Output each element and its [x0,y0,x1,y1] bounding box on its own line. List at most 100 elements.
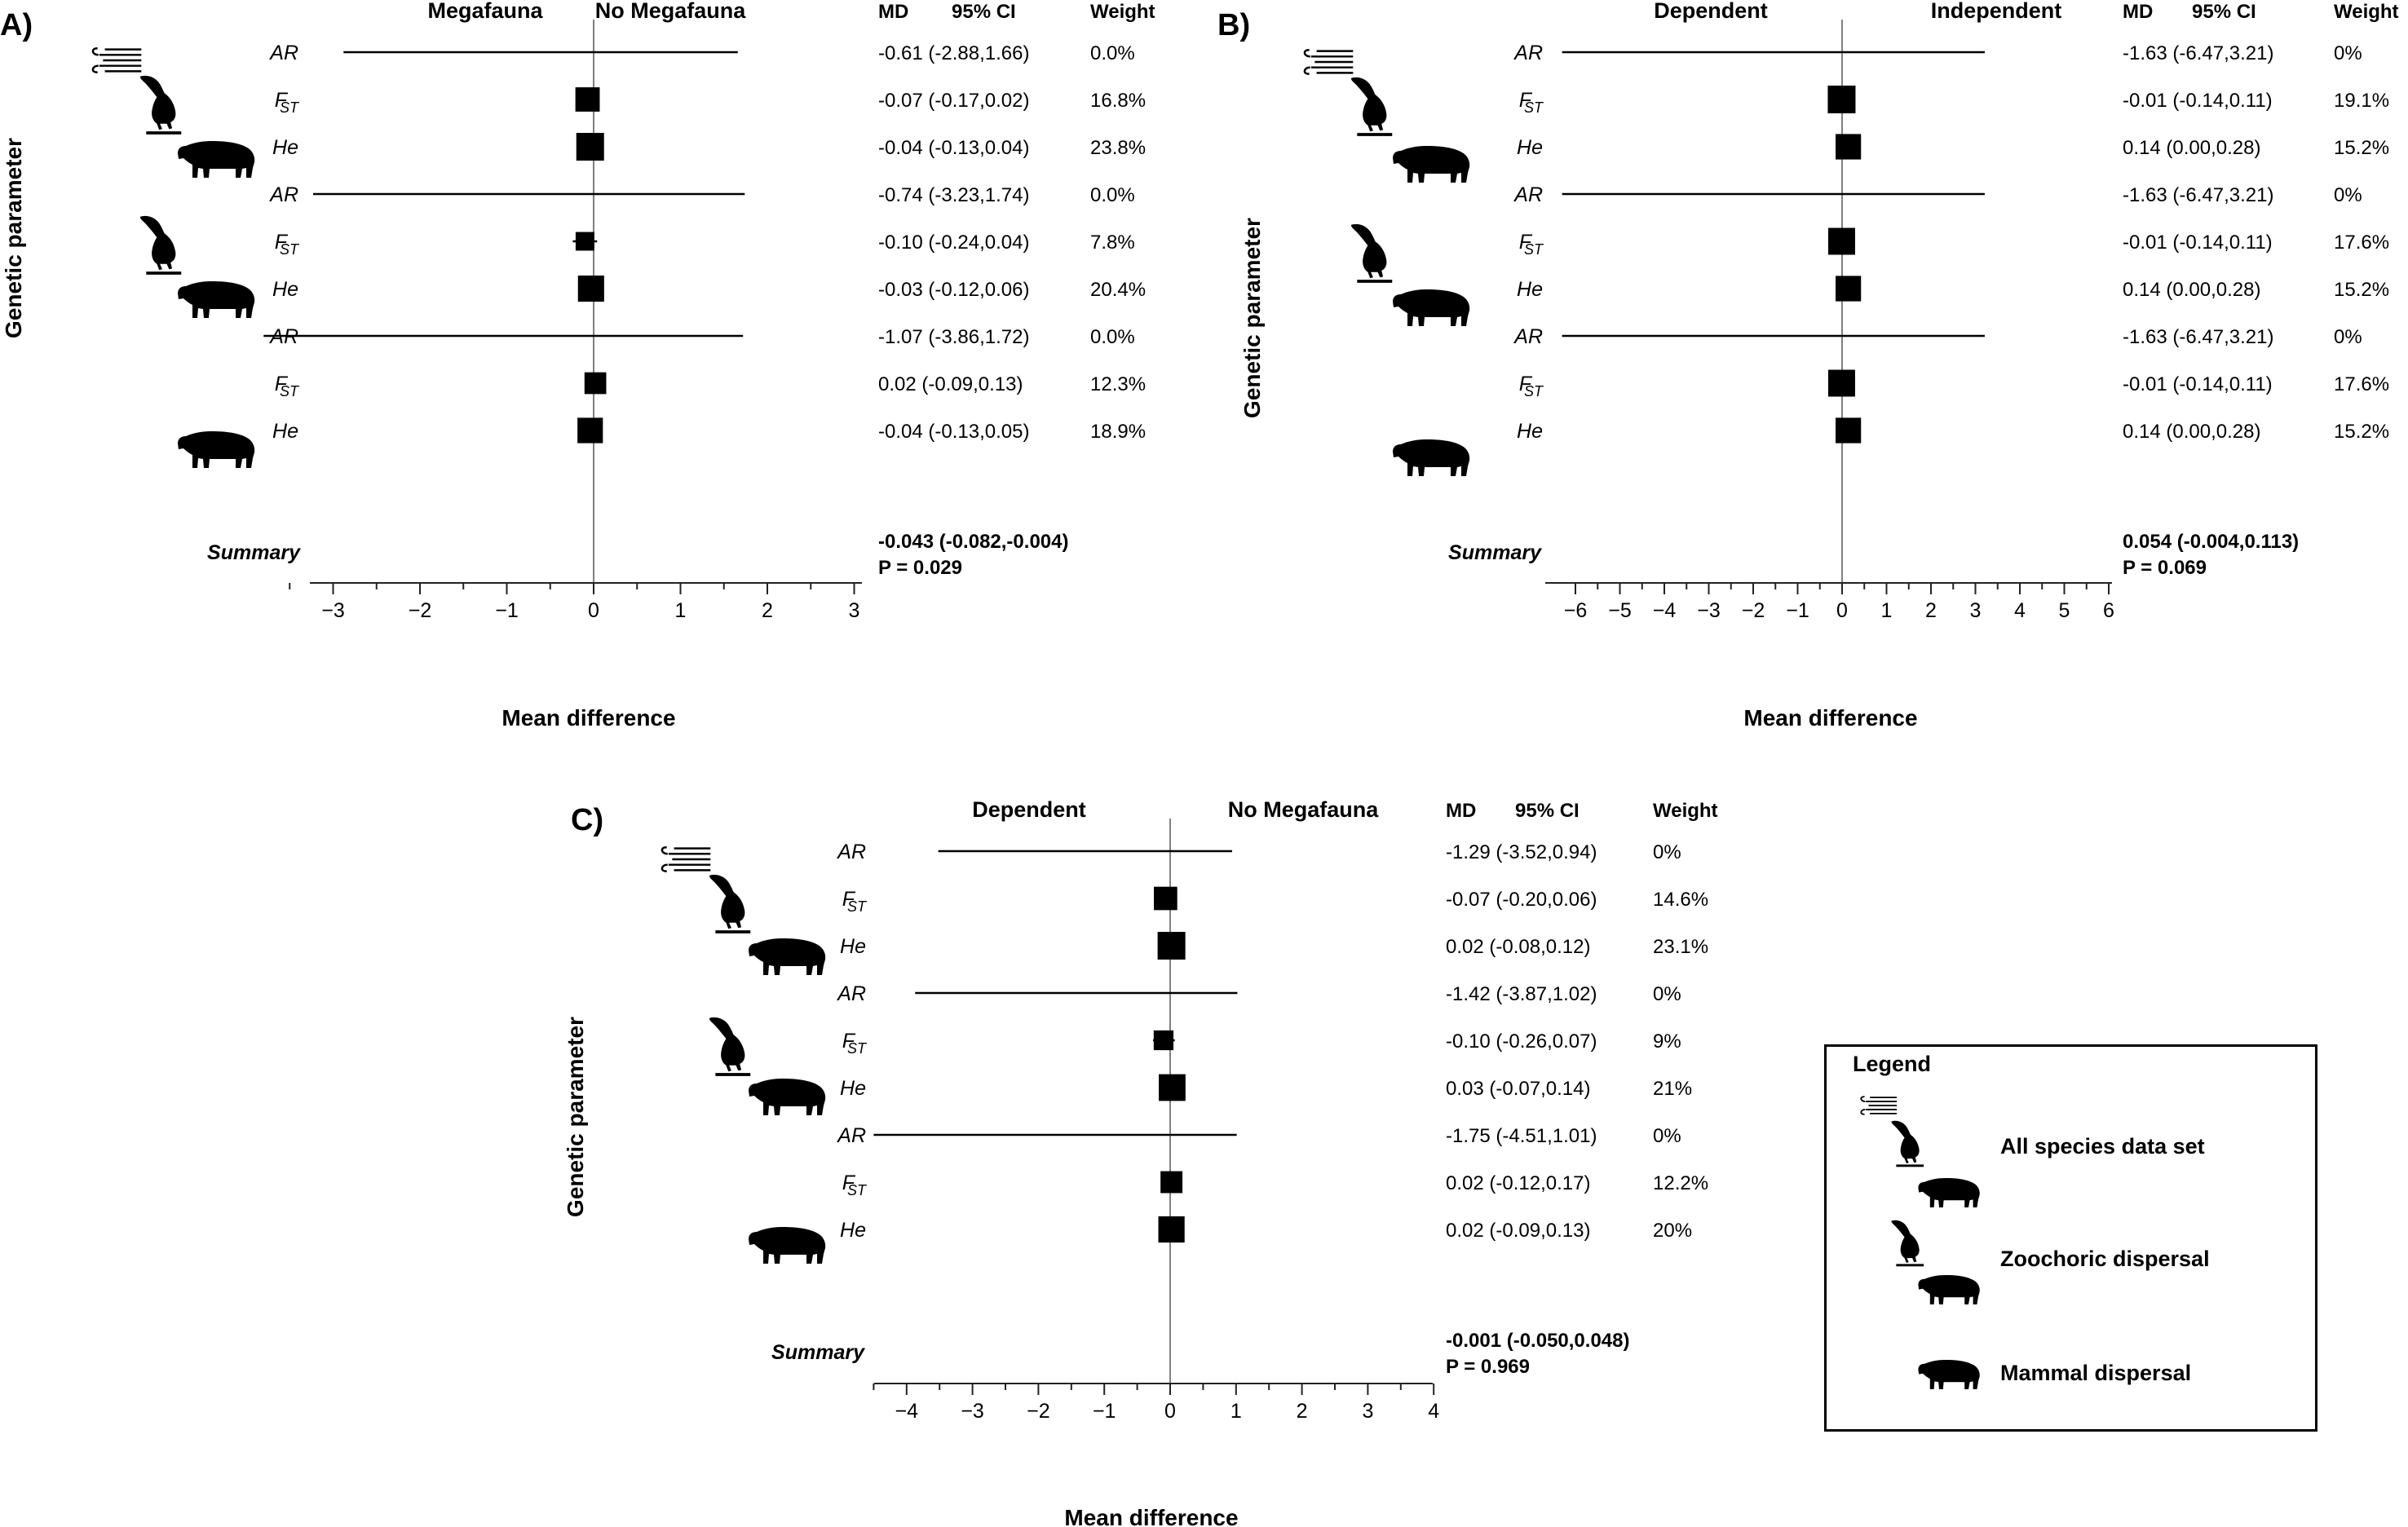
param-label-fst: F [275,89,289,112]
md-ci-value: -0.61 (-2.88,1.66) [878,42,1029,64]
wind-icon [661,846,712,872]
param-label-he: He [840,1077,866,1100]
x-axis-label: Mean difference [1743,705,1917,730]
group-icons-all-species [661,846,826,975]
legend-title: Legend [1853,1052,1932,1076]
md-ci-value: -0.01 (-0.14,0.11) [2123,232,2273,254]
point-estimate-zoochoric-he [1159,1074,1186,1101]
x-tick-label: −4 [1653,599,1677,622]
weight-value: 12.2% [1653,1172,1708,1194]
param-label-fst: F [1519,89,1533,112]
summary-value: 0.054 (-0.004,0.113) [2123,531,2299,553]
group-icons-zoochoric [139,215,255,318]
group-icons-all-species [1303,49,1470,183]
md-ci-value: -0.04 (-0.13,0.04) [878,137,1029,159]
tapir-icon [1393,439,1470,476]
toucan-icon [1891,1220,1924,1267]
weight-value: 9% [1653,1031,1681,1053]
param-label-fst: F [1519,231,1533,254]
param-label-fst: F [1519,373,1533,395]
legend-label-all-species: All species data set [2000,1134,2205,1158]
md-ci-value: -1.63 (-6.47,3.21) [2123,184,2273,206]
weight-value: 0% [2334,42,2362,64]
weight-value: 23.1% [1653,936,1708,958]
weight-value: 20% [1653,1220,1692,1242]
group-icons-zoochoric [709,1017,826,1115]
param-label-subscript: ST [280,241,300,258]
param-label-ar: AR [836,1124,866,1147]
x-tick-label: 2 [762,599,773,622]
point-estimate-zoochoric-he [1836,276,1862,302]
md-ci-value: -0.03 (-0.12,0.06) [878,279,1029,301]
wind-icon [1860,1096,1898,1115]
x-tick-label: −1 [1786,599,1809,622]
tapir-icon [178,431,255,468]
summary-p-value: P = 0.029 [878,557,962,579]
tapir-icon [749,1079,826,1115]
legend: Legend All species data set Zoochoric di… [1824,1044,2317,1432]
weight-value: 19.1% [2334,90,2389,112]
point-estimate-mammal-he [577,417,603,444]
param-label-he: He [1517,278,1543,301]
x-tick-label: 0 [1836,599,1848,622]
md-ci-value: 0.02 (-0.09,0.13) [878,373,1023,395]
x-tick-label: 4 [2014,599,2026,622]
summary-label: Summary [771,1341,865,1364]
md-ci-value: -1.75 (-4.51,1.01) [1446,1125,1597,1147]
col-header-ci: 95% CI [2192,1,2256,23]
param-label-ar: AR [1513,325,1543,348]
md-ci-value: 0.03 (-0.07,0.14) [1446,1078,1590,1100]
param-label-subscript: ST [847,898,868,915]
col-header-ci: 95% CI [1515,800,1580,822]
md-ci-value: -0.01 (-0.14,0.11) [2123,373,2273,395]
weight-value: 15.2% [2334,279,2389,301]
md-ci-value: 0.02 (-0.09,0.13) [1446,1220,1590,1242]
md-ci-value: -0.10 (-0.24,0.04) [878,232,1029,254]
group-icons-mammal [1393,439,1470,476]
md-ci-value: -0.04 (-0.13,0.05) [878,421,1029,443]
param-label-fst: F [842,1172,856,1194]
weight-value: 0% [2334,326,2362,348]
param-label-fst: F [275,231,289,254]
panel-letter: B) [1217,8,1250,42]
param-label-he: He [272,136,298,159]
param-label-subscript: ST [1524,383,1544,399]
weight-value: 23.8% [1090,137,1146,159]
group-icons-mammal [749,1227,826,1264]
point-estimate-mammal-fst [584,372,607,395]
col-header-md: MD [878,1,908,23]
param-label-fst: F [842,1030,856,1053]
summary-label: Summary [1448,541,1542,564]
toucan-icon [1891,1120,1924,1167]
md-ci-value: 0.02 (-0.08,0.12) [1446,936,1590,958]
panel-a: A) Megafauna No Megafauna MD 95% CI Weig… [0,0,1155,730]
group-icons-mammal [178,431,255,468]
weight-value: 7.8% [1090,232,1135,254]
param-label-subscript: ST [847,1040,868,1057]
param-label-ar: AR [1513,183,1543,206]
md-ci-value: 0.02 (-0.12,0.17) [1446,1172,1590,1194]
x-axis-label: Mean difference [501,705,675,730]
group-icons-zoochoric [1350,223,1470,326]
panel-letter: A) [0,8,33,42]
md-ci-value: -0.07 (-0.17,0.02) [878,90,1029,112]
weight-value: 0% [1653,983,1681,1005]
tapir-icon [1393,289,1470,326]
x-tick-label: 2 [1297,1400,1308,1423]
x-tick-label: 1 [675,599,687,622]
weight-value: 16.8% [1090,90,1146,112]
weight-value: 0.0% [1090,42,1135,64]
x-tick-label: 1 [1881,599,1893,622]
md-ci-value: -0.74 (-3.23,1.74) [878,184,1029,206]
summary-value: -0.001 (-0.050,0.048) [1446,1330,1629,1352]
param-label-ar: AR [268,42,298,64]
weight-value: 12.3% [1090,373,1146,395]
point-estimate-all-species-fst [1154,886,1177,911]
point-estimate-all-species-he [1836,134,1862,160]
x-tick-label: −3 [961,1400,984,1423]
col-header-weight: Weight [1090,1,1155,23]
md-ci-value: -1.42 (-3.87,1.02) [1446,983,1597,1005]
panel-letter: C) [571,803,603,837]
param-label-fst: F [842,888,856,911]
